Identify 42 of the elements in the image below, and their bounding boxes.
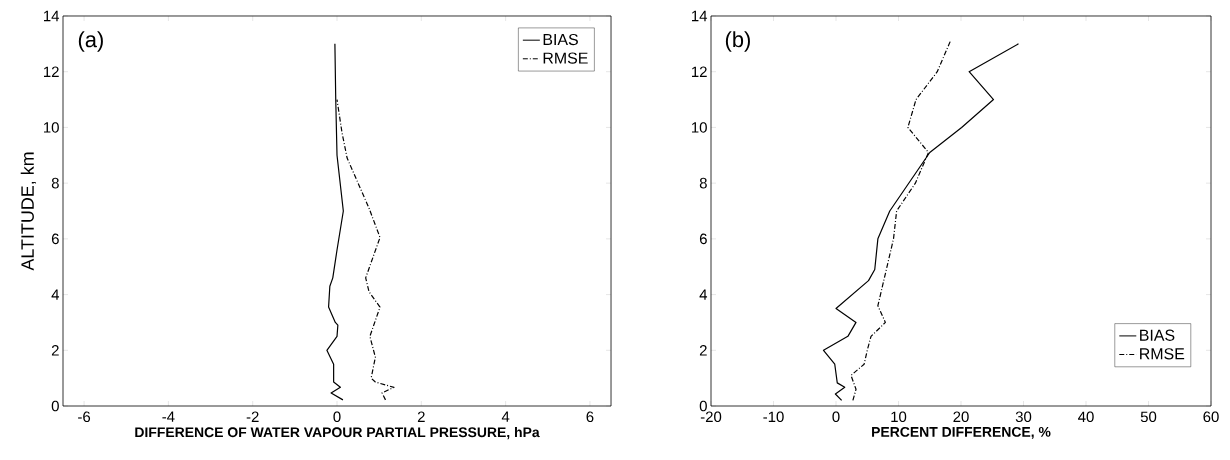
x-tick-label: -6: [78, 411, 91, 423]
y-tick-label: 6: [51, 233, 59, 245]
x-tick-label: 50: [1140, 411, 1157, 423]
legend-label: RMSE: [1140, 348, 1185, 360]
x-tick-label: 40: [1078, 411, 1094, 423]
y-tick-label: 10: [692, 122, 707, 133]
x-tick-label: 0: [832, 411, 840, 423]
x-tick-label: 6: [586, 411, 594, 423]
y-tick-label: 4: [699, 289, 708, 300]
y-tick-label: 4: [51, 289, 60, 300]
x-tick-label: 4: [501, 411, 510, 422]
y-axis-title: ALTITUDE, km: [20, 152, 37, 271]
x-tick-label: -10: [763, 411, 784, 423]
y-tick-label: 8: [699, 177, 707, 189]
annotation: (b): [725, 31, 750, 52]
y-tick-label: 12: [692, 66, 707, 77]
x-tick-label: 30: [1015, 411, 1032, 423]
y-tick-label: 0: [699, 400, 707, 412]
y-tick-label: 14: [692, 10, 708, 22]
y-tick-label: 0: [51, 400, 59, 412]
x-tick-label: 10: [891, 411, 907, 423]
y-tick-label: 8: [51, 177, 59, 189]
x-tick-label: 0: [333, 411, 341, 423]
y-tick-label: 14: [44, 10, 60, 22]
x-tick-label: 2: [417, 411, 425, 422]
x-tick-label: -2: [246, 411, 259, 422]
legend-label: BIAS: [543, 33, 578, 46]
annotation: (a): [78, 31, 103, 52]
x-axis-title: DIFFERENCE OF WATER VAPOUR PARTIAL PRESSURE, hPa: [135, 426, 540, 440]
x-tick-label: 60: [1203, 411, 1219, 423]
legend-label: BIAS: [1140, 329, 1175, 341]
x-tick-label: -20: [700, 411, 722, 423]
y-tick-label: 6: [699, 233, 707, 245]
x-axis-title: PERCENT DIFFERENCE, %: [872, 426, 1051, 439]
legend-label: RMSE: [543, 52, 588, 64]
y-tick-label: 2: [51, 345, 59, 356]
y-tick-label: 10: [44, 122, 59, 133]
x-tick-label: -4: [162, 411, 175, 422]
y-tick-label: 2: [699, 345, 707, 356]
y-tick-label: 12: [44, 66, 59, 77]
line-series: [822, 43, 1020, 402]
x-tick-label: 20: [953, 411, 969, 423]
